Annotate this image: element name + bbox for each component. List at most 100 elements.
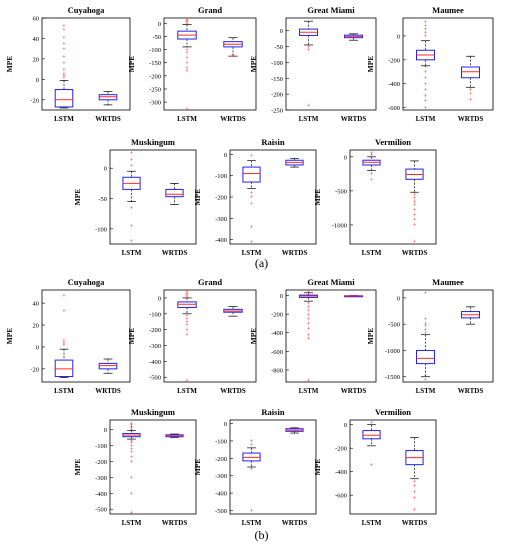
x-tick-label: WRTDS	[162, 519, 188, 527]
outlier-point: +	[130, 162, 134, 169]
x-tick-label: WRTDS	[95, 115, 121, 123]
outlier-point: +	[130, 449, 134, 456]
outlier-point: +	[307, 44, 311, 51]
x-tick-label: WRTDS	[458, 115, 484, 123]
y-tick-label: -200	[95, 459, 107, 466]
panel-label-b: (b)	[254, 528, 269, 542]
chart-title: Maumee	[432, 5, 464, 15]
x-tick-label: LSTM	[242, 519, 262, 527]
y-tick-label: 60	[33, 16, 40, 23]
outlier-point: +	[185, 47, 189, 54]
outlier-point: +	[250, 194, 254, 201]
x-tick-label: LSTM	[54, 387, 74, 395]
box-lstm: +++++++++++++	[416, 19, 435, 112]
y-tick-label: -500	[215, 508, 227, 515]
box-wrtds: ++	[223, 37, 243, 60]
outlier-point: +	[413, 507, 417, 514]
chart-title: Vermilion	[375, 137, 411, 147]
y-axis-label: MPE	[73, 189, 82, 206]
y-tick-label: 40	[33, 36, 40, 43]
y-axis-label: MPE	[73, 459, 82, 476]
y-tick-label: -400	[149, 359, 161, 366]
outlier-point: +	[424, 33, 428, 40]
chart-panel: Cuyahoga MPE -20 0 20 40 60 +++++++++++ LSTM WRTD…	[5, 5, 131, 123]
box-wrtds: +++++	[405, 437, 424, 514]
outlier-point: +	[62, 308, 66, 315]
y-axis-label: MPE	[249, 328, 258, 345]
y-axis-label: MPE	[366, 56, 375, 73]
outlier-point: +	[250, 190, 254, 197]
plot-frame	[163, 289, 257, 383]
x-tick-label: LSTM	[299, 115, 319, 123]
outlier-point: +	[231, 53, 235, 60]
iqr-box	[98, 94, 118, 101]
box-lstm: +++++++++++	[299, 289, 318, 384]
y-tick-label: -150	[149, 60, 161, 67]
y-axis-label: MPE	[127, 56, 136, 73]
box-lstm: +++++++++++	[177, 17, 197, 113]
outlier-point: +	[413, 198, 417, 205]
box-lstm: ++++	[242, 438, 261, 515]
y-tick-label: -100	[95, 443, 107, 450]
outlier-point: +	[307, 332, 311, 339]
outlier-point: +	[469, 90, 473, 97]
outlier-point: +	[185, 55, 189, 62]
y-tick-label: 0	[36, 77, 39, 84]
outlier-point: +	[413, 195, 417, 202]
outlier-point: +	[185, 65, 189, 72]
outlier-point: +	[185, 332, 189, 339]
outlier-point: +	[130, 438, 134, 445]
y-tick-label: -50	[274, 44, 283, 51]
y-tick-label: -20	[30, 366, 39, 373]
y-tick-label: -200	[271, 92, 283, 99]
box-lstm: +++++++++++++++	[122, 420, 141, 517]
y-tick-label: 20	[33, 323, 40, 330]
y-tick-label: 0	[224, 421, 227, 428]
y-tick-label: -800	[271, 367, 283, 374]
plot-frame	[41, 289, 131, 383]
outlier-point: +	[370, 150, 374, 157]
y-tick-label: -200	[271, 312, 283, 319]
outlier-point: +	[250, 466, 254, 473]
outlier-point: +	[424, 81, 428, 88]
outlier-point: +	[130, 454, 134, 461]
chart-title: Vermilion	[375, 407, 411, 417]
outlier-point: +	[62, 66, 66, 73]
y-tick-label: -200	[215, 195, 227, 202]
y-axis-label: MPE	[5, 328, 14, 345]
box-lstm: +++++++++++	[54, 22, 74, 109]
outlier-point: +	[424, 75, 428, 82]
outlier-point: +	[185, 68, 189, 75]
y-tick-label: 0	[344, 422, 347, 429]
outlier-point: +	[185, 378, 189, 385]
box-wrtds	[165, 433, 184, 438]
outlier-point: +	[130, 510, 134, 517]
outlier-point: +	[185, 17, 189, 24]
outlier-point: +	[130, 238, 134, 245]
panel-label-a: (a)	[254, 256, 269, 270]
outlier-point: +	[370, 171, 374, 178]
outlier-point: +	[62, 35, 66, 42]
x-tick-label: WRTDS	[162, 249, 188, 257]
outlier-point: +	[424, 327, 428, 334]
outlier-point: +	[413, 202, 417, 209]
box-lstm: ++++	[362, 150, 381, 183]
chart-title: Cuyahoga	[68, 5, 106, 15]
y-tick-label: -400	[388, 81, 400, 88]
outlier-point: +	[62, 340, 66, 347]
outlier-point: +	[424, 69, 428, 76]
outlier-point: +	[250, 438, 254, 445]
outlier-point: +	[424, 64, 428, 71]
iqr-box	[54, 89, 74, 108]
iqr-box	[461, 66, 480, 79]
box-wrtds: +++++++++	[405, 160, 424, 245]
box-lstm: ++	[362, 420, 381, 469]
plot-frame	[163, 17, 257, 111]
x-tick-label: WRTDS	[402, 249, 428, 257]
chart-title: Muskingum	[131, 407, 175, 417]
chart-title: Raisin	[261, 137, 284, 147]
outlier-point: +	[130, 150, 134, 157]
chart-title: Maumee	[432, 277, 464, 287]
x-tick-label: WRTDS	[341, 115, 367, 123]
